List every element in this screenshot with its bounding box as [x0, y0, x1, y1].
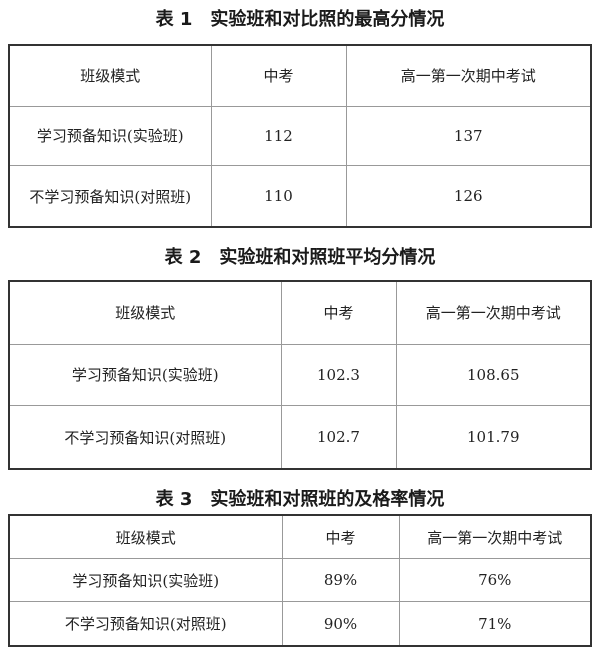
cell: 137 [345, 105, 592, 167]
cell: 76% [398, 558, 592, 603]
table-1-title: 表 1 实验班和对比照的最高分情况 [155, 9, 445, 30]
header-cell: 中考 [280, 280, 397, 345]
table-3: 班级模式 中考 高一第一次期中考试 学习预备知识(实验班) 89% 76% 不学习预备知… [8, 514, 592, 647]
table-row: 不学习预备知识(对照班) 102.7 101.79 [8, 405, 592, 470]
header-cell: 高一第一次期中考试 [345, 44, 592, 107]
cell: 126 [345, 165, 592, 228]
table-row: 不学习预备知识(对照班) 110 126 [8, 165, 592, 228]
header-cell: 中考 [281, 514, 400, 560]
cell: 90% [281, 601, 400, 647]
table-row: 不学习预备知识(对照班) 90% 71% [8, 601, 592, 647]
header-cell: 班级模式 [8, 280, 282, 345]
table-row: 学习预备知识(实验班) 112 137 [8, 105, 592, 167]
header-cell: 中考 [210, 44, 347, 107]
header-cell: 班级模式 [8, 44, 212, 107]
cell: 89% [281, 558, 400, 603]
cell: 110 [210, 165, 347, 228]
table-2: 班级模式 中考 高一第一次期中考试 学习预备知识(实验班) 102.3 108.65 不… [8, 280, 592, 470]
cell: 101.79 [395, 405, 592, 470]
header-cell: 班级模式 [8, 514, 283, 560]
table-header-row: 班级模式 中考 高一第一次期中考试 [8, 280, 592, 345]
table-3-title: 表 3 实验班和对照班的及格率情况 [155, 489, 445, 510]
cell: 108.65 [395, 343, 592, 407]
cell: 102.3 [280, 343, 397, 407]
table-row: 学习预备知识(实验班) 102.3 108.65 [8, 343, 592, 407]
table-row: 学习预备知识(实验班) 89% 76% [8, 558, 592, 603]
table-header-row: 班级模式 中考 高一第一次期中考试 [8, 44, 592, 107]
cell: 学习预备知识(实验班) [8, 343, 282, 407]
table-1: 班级模式 中考 高一第一次期中考试 学习预备知识(实验班) 112 137 不学习预备知… [8, 44, 592, 228]
header-cell: 高一第一次期中考试 [395, 280, 592, 345]
cell: 学习预备知识(实验班) [8, 105, 212, 167]
cell: 不学习预备知识(对照班) [8, 405, 282, 470]
cell: 102.7 [280, 405, 397, 470]
table-2-title: 表 2 实验班和对照班平均分情况 [164, 247, 436, 268]
cell: 71% [398, 601, 592, 647]
header-cell: 高一第一次期中考试 [398, 514, 592, 560]
cell: 学习预备知识(实验班) [8, 558, 283, 603]
cell: 不学习预备知识(对照班) [8, 165, 212, 228]
table-header-row: 班级模式 中考 高一第一次期中考试 [8, 514, 592, 560]
cell: 不学习预备知识(对照班) [8, 601, 283, 647]
cell: 112 [210, 105, 347, 167]
